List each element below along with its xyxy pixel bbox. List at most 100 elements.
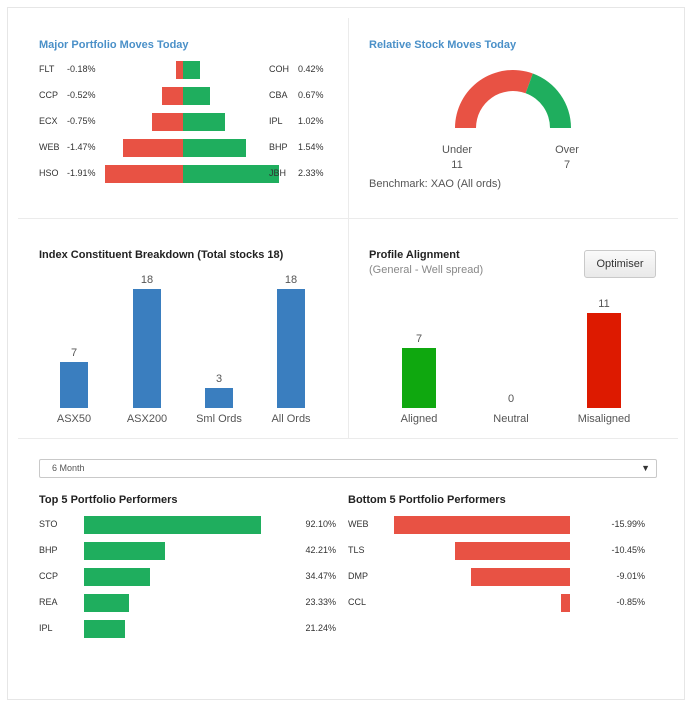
bottom5-bar: [470, 568, 570, 586]
loser-code: ECX: [39, 116, 58, 126]
top5-bar: [84, 620, 125, 638]
gainer-bar: [183, 61, 201, 79]
top5-code: IPL: [39, 623, 53, 633]
profile-bar-value: 11: [598, 298, 610, 311]
gainer-pct: 0.42%: [298, 64, 324, 74]
top5-pct: 34.47%: [305, 571, 336, 581]
section-divider: [18, 438, 678, 439]
bottom5-code: TLS: [348, 545, 365, 555]
profile-bar-label: Misaligned: [577, 413, 631, 425]
loser-pct: -0.52%: [67, 90, 96, 100]
gauge-over-segment: [525, 73, 571, 128]
bottom5-pct: -0.85%: [616, 597, 645, 607]
index-bar-value: 3: [215, 373, 223, 386]
index-bar-label: ASX200: [126, 413, 168, 425]
gainer-code: COH: [269, 64, 289, 74]
bottom5-bar: [455, 542, 570, 560]
section-divider: [348, 18, 349, 218]
dashboard-panel: Major Portfolio Moves Today FLT -0.18% CCP…: [7, 7, 685, 700]
profile-bar-label: Neutral: [493, 413, 529, 425]
index-bar-value: 18: [140, 274, 154, 287]
gainer-pct: 1.02%: [298, 116, 324, 126]
top5-bar: [84, 516, 261, 534]
index-bar: [205, 388, 233, 408]
index-bar: [133, 289, 161, 408]
loser-pct: -0.18%: [67, 64, 96, 74]
top5-pct: 92.10%: [305, 519, 336, 529]
top5-pct: 42.21%: [305, 545, 336, 555]
top5-code: BHP: [39, 545, 58, 555]
bottom5-pct: -9.01%: [616, 571, 645, 581]
under-value: 11: [451, 159, 463, 171]
loser-bar: [175, 61, 183, 79]
loser-bar: [152, 113, 183, 131]
index-bar-value: 7: [70, 346, 78, 359]
section-divider: [348, 219, 349, 438]
relative-moves-title: Relative Stock Moves Today: [369, 39, 517, 51]
bottom5-title: Bottom 5 Portfolio Performers: [348, 494, 506, 506]
profile-bar-value: 0: [507, 393, 515, 405]
profile-bar-value: 7: [415, 332, 423, 345]
gainer-code: CBA: [269, 90, 288, 100]
loser-pct: -0.75%: [67, 116, 96, 126]
gainer-code: IPL: [269, 116, 283, 126]
gainer-pct: 1.54%: [298, 142, 324, 152]
index-bar-label: Sml Ords: [196, 413, 242, 425]
loser-code: WEB: [39, 142, 60, 152]
bottom5-code: WEB: [348, 519, 369, 529]
top5-bar: [84, 568, 151, 586]
optimiser-button[interactable]: Optimiser: [584, 250, 656, 278]
gainer-pct: 2.33%: [298, 168, 324, 178]
top5-pct: 23.33%: [305, 597, 336, 607]
bottom5-code: CCL: [348, 597, 367, 607]
loser-code: CCP: [39, 90, 59, 100]
period-select[interactable]: 6 Month ▼: [39, 459, 657, 478]
period-select-value: 6 Month: [52, 463, 85, 473]
gainer-bar: [183, 165, 279, 183]
gainer-bar: [183, 139, 247, 157]
loser-pct: -1.91%: [67, 168, 96, 178]
gainer-bar: [183, 87, 211, 105]
loser-code: FLT: [39, 64, 55, 74]
gainer-bar: [183, 113, 225, 131]
profile-alignment-subtitle: (General - Well spread): [369, 264, 484, 276]
index-bar: [277, 289, 305, 408]
profile-alignment-title: Profile Alignment: [369, 249, 460, 261]
top5-bar: [84, 542, 166, 560]
gainer-code: BHP: [269, 142, 288, 152]
index-bar: [60, 361, 88, 408]
index-bar-label: All Ords: [271, 413, 311, 425]
top5-bar: [84, 594, 129, 612]
bottom5-bar: [394, 516, 570, 534]
gainer-code: JBH: [269, 168, 287, 178]
top5-title: Top 5 Portfolio Performers: [39, 494, 178, 506]
over-value: 7: [563, 159, 571, 171]
section-divider: [18, 218, 678, 219]
under-label: Under: [442, 144, 472, 156]
loser-pct: -1.47%: [67, 142, 96, 152]
profile-bar: [402, 347, 436, 408]
chevron-down-icon: ▼: [641, 463, 650, 473]
bottom5-pct: -10.45%: [611, 545, 645, 555]
loser-code: HSO: [39, 168, 59, 178]
bottom5-code: DMP: [348, 571, 368, 581]
relative-moves-gauge: [455, 70, 571, 128]
over-label: Over: [555, 144, 579, 156]
profile-bar-label: Aligned: [400, 413, 438, 425]
index-breakdown-title: Index Constituent Breakdown (Total stock…: [39, 249, 284, 261]
top5-code: CCP: [39, 571, 59, 581]
index-bar-value: 18: [284, 274, 298, 287]
benchmark-text: Benchmark: XAO (All ords): [369, 178, 502, 190]
gauge-under-segment: [455, 70, 533, 128]
index-bar-label: ASX50: [56, 413, 92, 425]
top5-pct: 21.24%: [305, 623, 336, 633]
loser-bar: [122, 139, 183, 157]
major-moves-title: Major Portfolio Moves Today: [39, 39, 189, 51]
gainer-pct: 0.67%: [298, 90, 324, 100]
bottom5-pct: -15.99%: [611, 519, 645, 529]
top5-code: STO: [39, 519, 58, 529]
profile-bar: [587, 313, 621, 408]
loser-bar: [161, 87, 183, 105]
loser-bar: [104, 165, 183, 183]
bottom5-bar: [560, 594, 570, 612]
